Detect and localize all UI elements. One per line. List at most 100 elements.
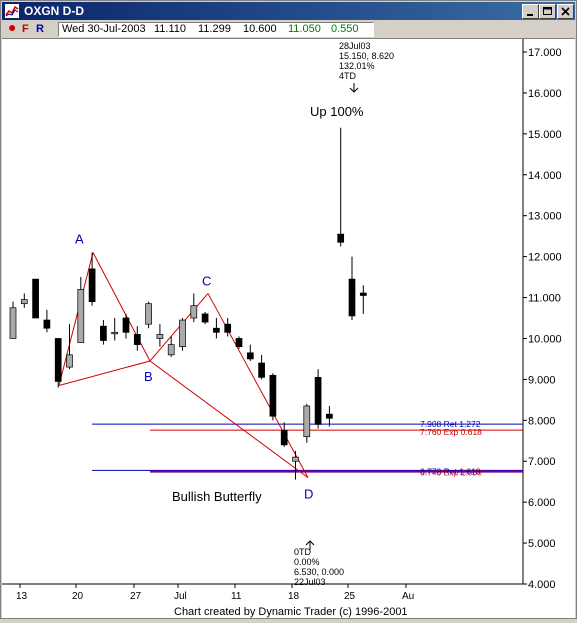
high-marker-line: 15.150, 8.620: [339, 51, 394, 61]
low-marker-line: 0.00%: [294, 557, 320, 567]
candle-body: [303, 405, 311, 438]
y-tick-label: 14.000: [528, 170, 562, 182]
candle-body: [190, 305, 198, 319]
level-label-exp-0618: 7.760 Exp 0.618: [420, 427, 482, 437]
candle-body: [111, 331, 119, 335]
x-tick-label: 13: [16, 591, 28, 602]
pattern-leg-xa: [58, 252, 94, 386]
candle-body: [179, 319, 186, 347]
candle-body: [100, 325, 107, 341]
y-tick-label: 6.000: [528, 497, 556, 509]
pattern-label-b: B: [144, 369, 153, 384]
candle-body: [292, 456, 299, 462]
candle-body: [54, 338, 62, 382]
level-label-ret-1618: 6.778 Ret 1.618: [420, 466, 481, 476]
y-tick-label: 4.000: [528, 579, 556, 591]
y-tick-label: 12.000: [528, 252, 562, 264]
x-tick-label: 11: [231, 591, 242, 602]
flag-f-button[interactable]: F: [22, 23, 29, 35]
x-tick-label: 18: [288, 591, 300, 602]
close-button[interactable]: [557, 4, 574, 19]
minimize-icon: [527, 14, 533, 16]
y-tick-label: 17.000: [528, 47, 562, 59]
candle-body: [77, 289, 85, 343]
info-change: 0.550: [331, 23, 359, 35]
maximize-icon: [543, 7, 552, 15]
pattern-leg-bc: [149, 293, 209, 362]
info-close: 11.050: [288, 23, 321, 35]
candle-body: [246, 352, 254, 360]
minimize-button[interactable]: [522, 4, 539, 19]
window-title: OXGN D-D: [24, 4, 84, 18]
level-label-ret-1272: 7.908 Ret 1.272: [420, 419, 481, 429]
x-tick-label: 27: [130, 591, 142, 602]
high-marker-line: 132.01%: [339, 61, 375, 71]
candle-body: [32, 278, 39, 319]
x-tick-label: 25: [344, 591, 356, 602]
low-marker-line: 0TD: [294, 547, 312, 557]
chart-footer: Chart created by Dynamic Trader (c) 1996…: [174, 606, 408, 618]
x-tick-label: Au: [402, 591, 414, 602]
candle-body: [235, 338, 243, 347]
price-chart[interactable]: 4.000 5.000 6.000 7.000 8.000 9.000 10.000 11.0…: [2, 39, 575, 618]
candle-body: [156, 334, 164, 339]
y-tick-label: 15.000: [528, 129, 562, 141]
pattern-leg-ab: [92, 252, 151, 362]
y-tick-label: 5.000: [528, 538, 556, 550]
y-tick-label: 16.000: [528, 88, 562, 100]
up-percent-text: Up 100%: [310, 104, 364, 119]
candle-body: [145, 303, 152, 325]
candle-body: [9, 307, 17, 339]
candle-body: [224, 323, 232, 333]
candle-body: [269, 374, 277, 417]
info-open: 11.110: [154, 23, 187, 35]
candle-body: [280, 430, 288, 446]
title-bar[interactable]: OXGN D-D: [2, 2, 575, 20]
low-marker-line: 6.530, 0.000: [294, 567, 344, 577]
candle-body: [213, 327, 220, 333]
info-date: Wed 30-Jul-2003: [62, 23, 146, 35]
info-low: 10.600: [243, 23, 277, 35]
low-marker-line: 22Jul03: [294, 577, 326, 587]
y-tick-label: 11.000: [528, 293, 561, 305]
candle-body: [359, 292, 367, 296]
y-tick-label: 7.000: [528, 456, 556, 468]
pattern-name: Bullish Butterfly: [172, 489, 262, 504]
x-tick-label: Jul: [174, 591, 187, 602]
pattern-label-c: C: [202, 273, 211, 288]
maximize-button[interactable]: [539, 4, 556, 19]
candle-body: [88, 268, 96, 302]
y-tick-label: 10.000: [528, 333, 562, 345]
candle-body: [20, 299, 28, 305]
candle-body: [326, 413, 333, 419]
down-arrow-icon: [349, 83, 359, 93]
high-marker-line: 28Jul03: [339, 41, 371, 51]
toolbar: ● F R Wed 30-Jul-2003 11.110 11.299 10.6…: [2, 19, 575, 38]
candle-body: [348, 278, 356, 317]
candle-body: [122, 317, 130, 333]
pattern-leg-bd: [149, 360, 309, 479]
candle-body: [167, 344, 175, 356]
candle-body: [201, 313, 209, 323]
y-tick-label: 13.000: [528, 211, 562, 223]
x-tick-label: 20: [72, 591, 84, 602]
price-info-bar: Wed 30-Jul-2003 11.110 11.299 10.600 11.…: [58, 22, 374, 37]
record-dot-icon[interactable]: ●: [8, 19, 17, 35]
flag-r-button[interactable]: R: [36, 23, 44, 35]
candle-body: [314, 376, 322, 425]
up-arrow-icon: [305, 540, 315, 550]
candle-body: [66, 354, 73, 368]
close-icon: [561, 7, 570, 16]
chart-area[interactable]: 4.000 5.000 6.000 7.000 8.000 9.000 10.000 11.0…: [2, 38, 575, 618]
info-high: 11.299: [198, 23, 231, 35]
high-marker-line: 4TD: [339, 71, 357, 81]
pattern-leg-cd: [207, 293, 309, 478]
candle-body: [258, 362, 265, 378]
pattern-leg-xb: [58, 360, 151, 387]
pattern-label-a: A: [75, 232, 84, 247]
pattern-label-d: D: [304, 487, 313, 502]
y-tick-label: 9.000: [528, 374, 556, 386]
candle-body: [337, 233, 345, 243]
candle-body: [133, 334, 141, 345]
